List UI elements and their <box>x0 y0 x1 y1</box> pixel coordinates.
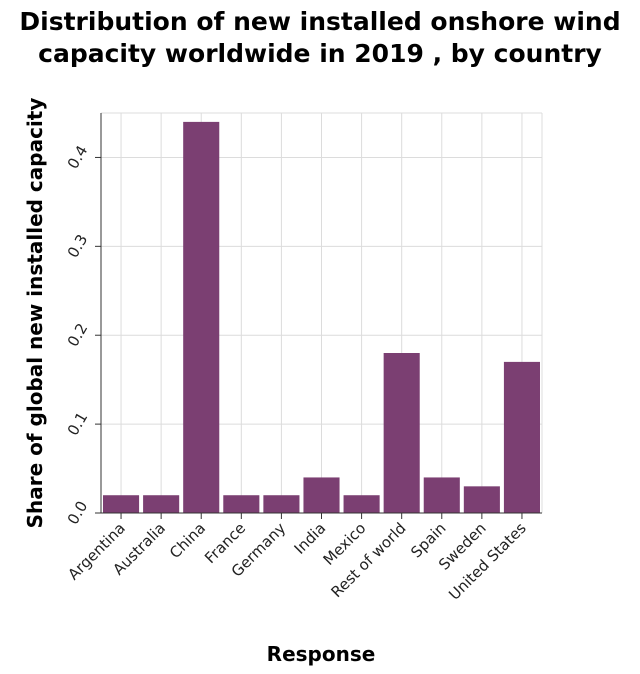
bar-argentina <box>103 495 140 513</box>
bar-australia <box>143 495 180 513</box>
bar-mexico <box>343 495 380 513</box>
y-tick-label: 0.0 <box>64 498 92 528</box>
bar-germany <box>263 495 300 513</box>
bar-rest-of-world <box>383 353 420 513</box>
chart-title-line-1: Distribution of new installed onshore wi… <box>19 7 620 36</box>
y-axis-ticks: 0.0 0.1 0.2 0.3 0.4 <box>64 142 101 528</box>
y-tick-label: 0.1 <box>64 409 92 439</box>
y-tick-label: 0.3 <box>64 231 92 261</box>
bar-spain <box>423 477 460 513</box>
bar-china <box>183 121 220 513</box>
y-tick-label: 0.4 <box>64 142 92 172</box>
bar-france <box>223 495 260 513</box>
bar-india <box>303 477 340 513</box>
bars <box>103 121 540 513</box>
bar-sweden <box>463 486 500 513</box>
chart-title-line-2: capacity worldwide in 2019 , by country <box>38 39 602 68</box>
x-axis-title: Response <box>267 642 376 666</box>
bar-united-states <box>503 361 540 513</box>
grid <box>101 112 543 513</box>
y-tick-label: 0.2 <box>64 320 92 350</box>
y-axis-title: Share of global new installed capacity <box>23 98 47 529</box>
